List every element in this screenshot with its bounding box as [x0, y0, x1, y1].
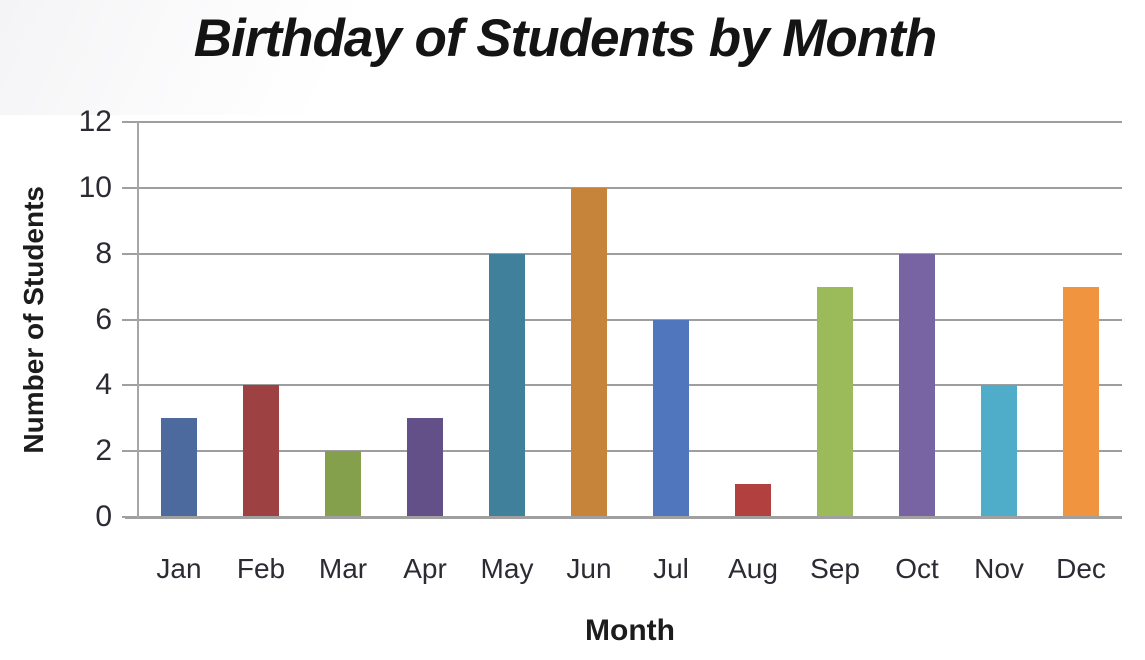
x-tick-label-jun: Jun	[566, 553, 612, 584]
x-tick-label-nov: Nov	[974, 553, 1024, 584]
bar-oct	[899, 253, 935, 517]
x-tick-label-aug: Aug	[728, 553, 778, 584]
x-tick-label-feb: Feb	[236, 553, 286, 584]
bar-sep	[817, 286, 853, 517]
y-tick-mark-4	[122, 384, 138, 387]
y-tick-label-12: 12	[78, 105, 112, 138]
bar-apr	[407, 418, 443, 517]
gridline-y6	[138, 318, 1122, 321]
plot-area	[125, 121, 1122, 519]
y-tick-mark-8	[122, 252, 138, 255]
x-tick-label-oct: Oct	[895, 553, 939, 584]
x-axis-title: Month	[585, 614, 675, 647]
gridline-y10	[138, 186, 1122, 189]
bar-aug	[735, 484, 771, 517]
bar-feb	[243, 385, 279, 517]
y-tick-mark-12	[122, 121, 138, 123]
bar-jun	[571, 187, 607, 517]
chart-title: Birthday of Students by Month	[193, 9, 937, 68]
x-tick-label-jul: Jul	[653, 553, 689, 584]
y-tick-mark-2	[122, 450, 138, 453]
y-tick-label-8: 8	[95, 236, 112, 270]
x-tick-label-mar: Mar	[318, 553, 368, 584]
x-tick-label-sep: Sep	[810, 553, 860, 584]
bar-nov	[981, 385, 1017, 517]
gridline-y8	[138, 252, 1122, 255]
y-tick-mark-10	[122, 186, 138, 189]
gridline-y4	[138, 384, 1122, 387]
x-tick-label-dec: Dec	[1056, 553, 1106, 584]
y-tick-label-6: 6	[95, 302, 112, 336]
y-tick-label-4: 4	[95, 368, 112, 402]
y-axis-line	[137, 122, 139, 519]
bar-dec	[1063, 286, 1099, 517]
bar-may	[489, 253, 525, 517]
gridline-y2	[138, 450, 1122, 453]
y-tick-label-10: 10	[78, 170, 112, 204]
y-tick-label-2: 2	[95, 434, 112, 468]
x-tick-label-apr: Apr	[403, 553, 447, 584]
gridline-y12	[138, 121, 1122, 123]
bar-mar	[325, 451, 361, 517]
bar-jul	[653, 319, 689, 517]
gridline-y0	[125, 516, 1122, 519]
bar-jan	[161, 418, 197, 517]
x-tick-label-may: May	[480, 553, 534, 584]
y-tick-label-0: 0	[95, 500, 112, 533]
x-tick-label-jan: Jan	[156, 553, 202, 584]
y-tick-mark-6	[122, 318, 138, 321]
